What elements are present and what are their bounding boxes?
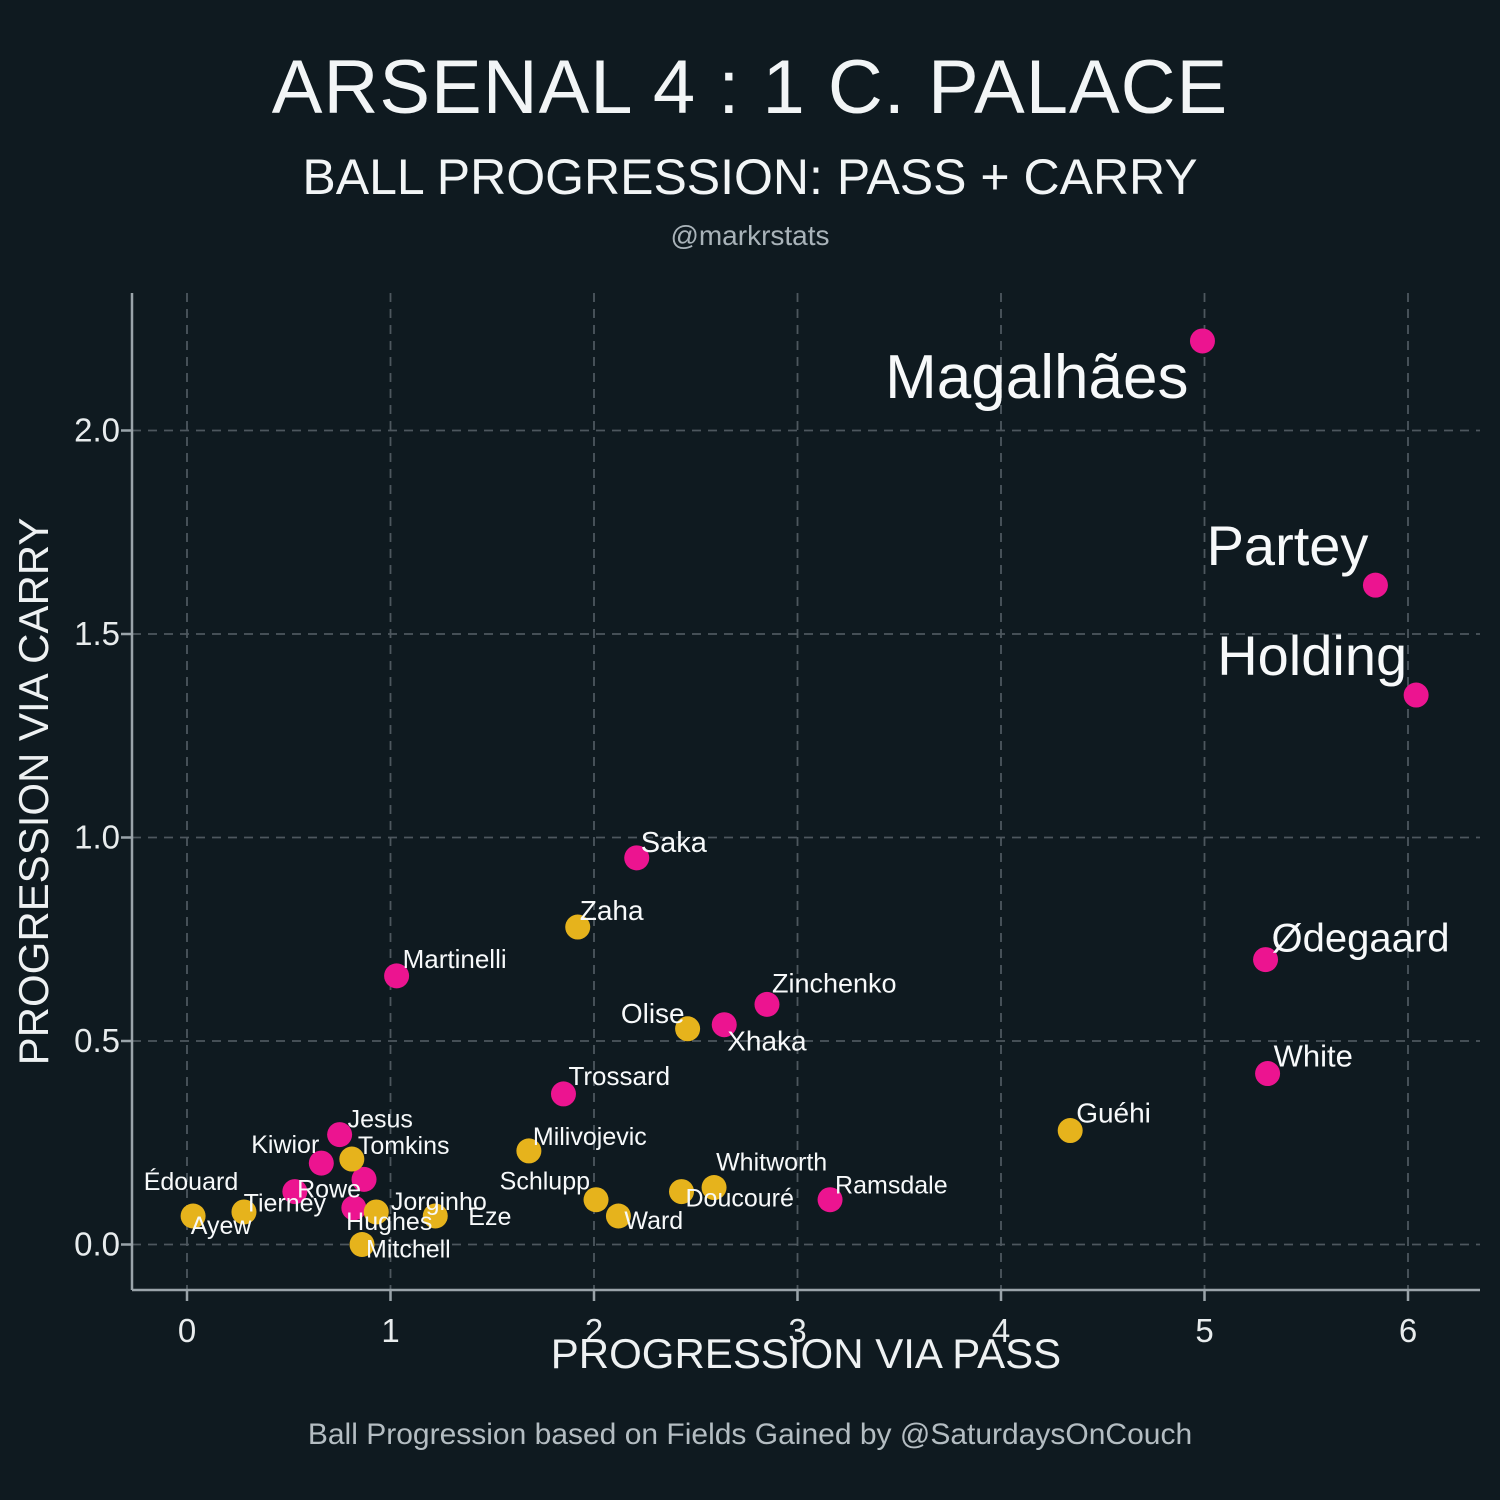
data-point-Magalhães xyxy=(1189,328,1215,354)
point-label-Jesus: Jesus xyxy=(348,1106,413,1134)
x-tick-label-3: 3 xyxy=(788,1312,806,1349)
data-point-Ødegaard xyxy=(1253,947,1279,973)
point-label-Tomkins: Tomkins xyxy=(358,1132,450,1160)
point-label-Trossard: Trossard xyxy=(568,1061,670,1091)
point-label-Mitchell: Mitchell xyxy=(366,1236,451,1264)
x-tick-label-1: 1 xyxy=(381,1312,399,1349)
data-point-Eze xyxy=(422,1203,448,1229)
author-handle: @markrstats xyxy=(670,220,830,251)
x-tick-label-4: 4 xyxy=(992,1312,1010,1349)
data-point-Schlupp xyxy=(583,1187,609,1213)
data-point-Kiwior xyxy=(308,1150,334,1176)
data-point-Rowe xyxy=(351,1166,377,1192)
data-point-Xhaka xyxy=(711,1012,737,1038)
y-tick-label-1: 1.0 xyxy=(74,819,120,856)
data-point-Ramsdale xyxy=(817,1187,843,1213)
data-point-Édouard xyxy=(231,1199,257,1225)
point-label-Olise: Olise xyxy=(621,998,685,1029)
data-point-Partey xyxy=(1362,572,1388,598)
credit-line: Ball Progression based on Fields Gained … xyxy=(307,1418,1193,1451)
point-label-Partey: Partey xyxy=(1207,514,1369,577)
point-label-Magalhães: Magalhães xyxy=(885,343,1188,412)
point-label-Zinchenko: Zinchenko xyxy=(772,968,897,998)
data-point-Milivojevic xyxy=(516,1138,542,1164)
data-point-Jorginho xyxy=(341,1195,367,1221)
point-label-Kiwior: Kiwior xyxy=(251,1131,319,1159)
data-point-Hughes xyxy=(363,1199,389,1225)
page-title: ARSENAL 4 : 1 C. PALACE xyxy=(271,45,1229,130)
y-tick-label-0.5: 0.5 xyxy=(74,1022,120,1059)
point-label-Guéhi: Guéhi xyxy=(1076,1098,1151,1129)
x-tick-label-2: 2 xyxy=(585,1312,603,1349)
data-point-Zinchenko xyxy=(754,991,780,1017)
data-point-White xyxy=(1255,1061,1281,1087)
data-point-Trossard xyxy=(550,1081,576,1107)
point-label-Xhaka: Xhaka xyxy=(727,1026,807,1057)
data-point-Whitworth xyxy=(701,1175,727,1201)
point-label-Hughes: Hughes xyxy=(346,1208,432,1236)
y-tick-label-1.5: 1.5 xyxy=(74,615,120,652)
point-label-Ødegaard: Ødegaard xyxy=(1272,917,1450,961)
x-tick-label-0: 0 xyxy=(178,1312,196,1349)
data-point-Jesus xyxy=(327,1122,353,1148)
point-label-Milivojevic: Milivojevic xyxy=(533,1123,647,1151)
y-tick-label-0: 0.0 xyxy=(74,1226,120,1263)
data-point-Martinelli xyxy=(384,963,410,989)
point-label-Ayew: Ayew xyxy=(191,1212,253,1240)
point-label-Eze: Eze xyxy=(468,1203,511,1231)
point-label-Édouard: Édouard xyxy=(144,1167,239,1196)
data-point-Tomkins xyxy=(339,1146,365,1172)
point-label-Martinelli: Martinelli xyxy=(403,944,507,974)
data-point-Saka xyxy=(624,845,650,871)
point-label-Zaha: Zaha xyxy=(580,895,644,926)
data-point-Olise xyxy=(675,1016,701,1042)
data-point-Tierney xyxy=(282,1179,308,1205)
data-point-Ward xyxy=(605,1203,631,1229)
chart-subtitle: BALL PROGRESSION: PASS + CARRY xyxy=(302,149,1198,205)
point-label-White: White xyxy=(1274,1039,1353,1074)
x-axis-title: PROGRESSION VIA PASS xyxy=(551,1330,1061,1377)
point-label-Rowe: Rowe xyxy=(297,1175,361,1203)
point-label-Ramsdale: Ramsdale xyxy=(835,1172,948,1200)
data-point-Guéhi xyxy=(1057,1118,1083,1144)
point-label-Doucouré: Doucouré xyxy=(686,1185,794,1213)
x-tick-label-5: 5 xyxy=(1195,1312,1213,1349)
data-point-Doucouré xyxy=(669,1179,695,1205)
data-point-Holding xyxy=(1403,682,1429,708)
y-axis-title: PROGRESSION VIA CARRY xyxy=(10,518,57,1066)
point-label-Ward: Ward xyxy=(624,1207,683,1235)
point-label-Schlupp: Schlupp xyxy=(500,1168,590,1196)
point-label-Jorginho: Jorginho xyxy=(391,1188,487,1216)
data-point-Zaha xyxy=(565,914,591,940)
y-tick-label-2: 2.0 xyxy=(74,412,120,449)
data-point-Ayew xyxy=(180,1203,206,1229)
point-label-Whitworth: Whitworth xyxy=(716,1149,827,1177)
data-point-Mitchell xyxy=(349,1232,375,1257)
x-tick-label-6: 6 xyxy=(1399,1312,1417,1349)
point-label-Holding: Holding xyxy=(1217,624,1407,687)
point-label-Tierney: Tierney xyxy=(244,1190,327,1218)
point-label-Saka: Saka xyxy=(641,827,708,859)
